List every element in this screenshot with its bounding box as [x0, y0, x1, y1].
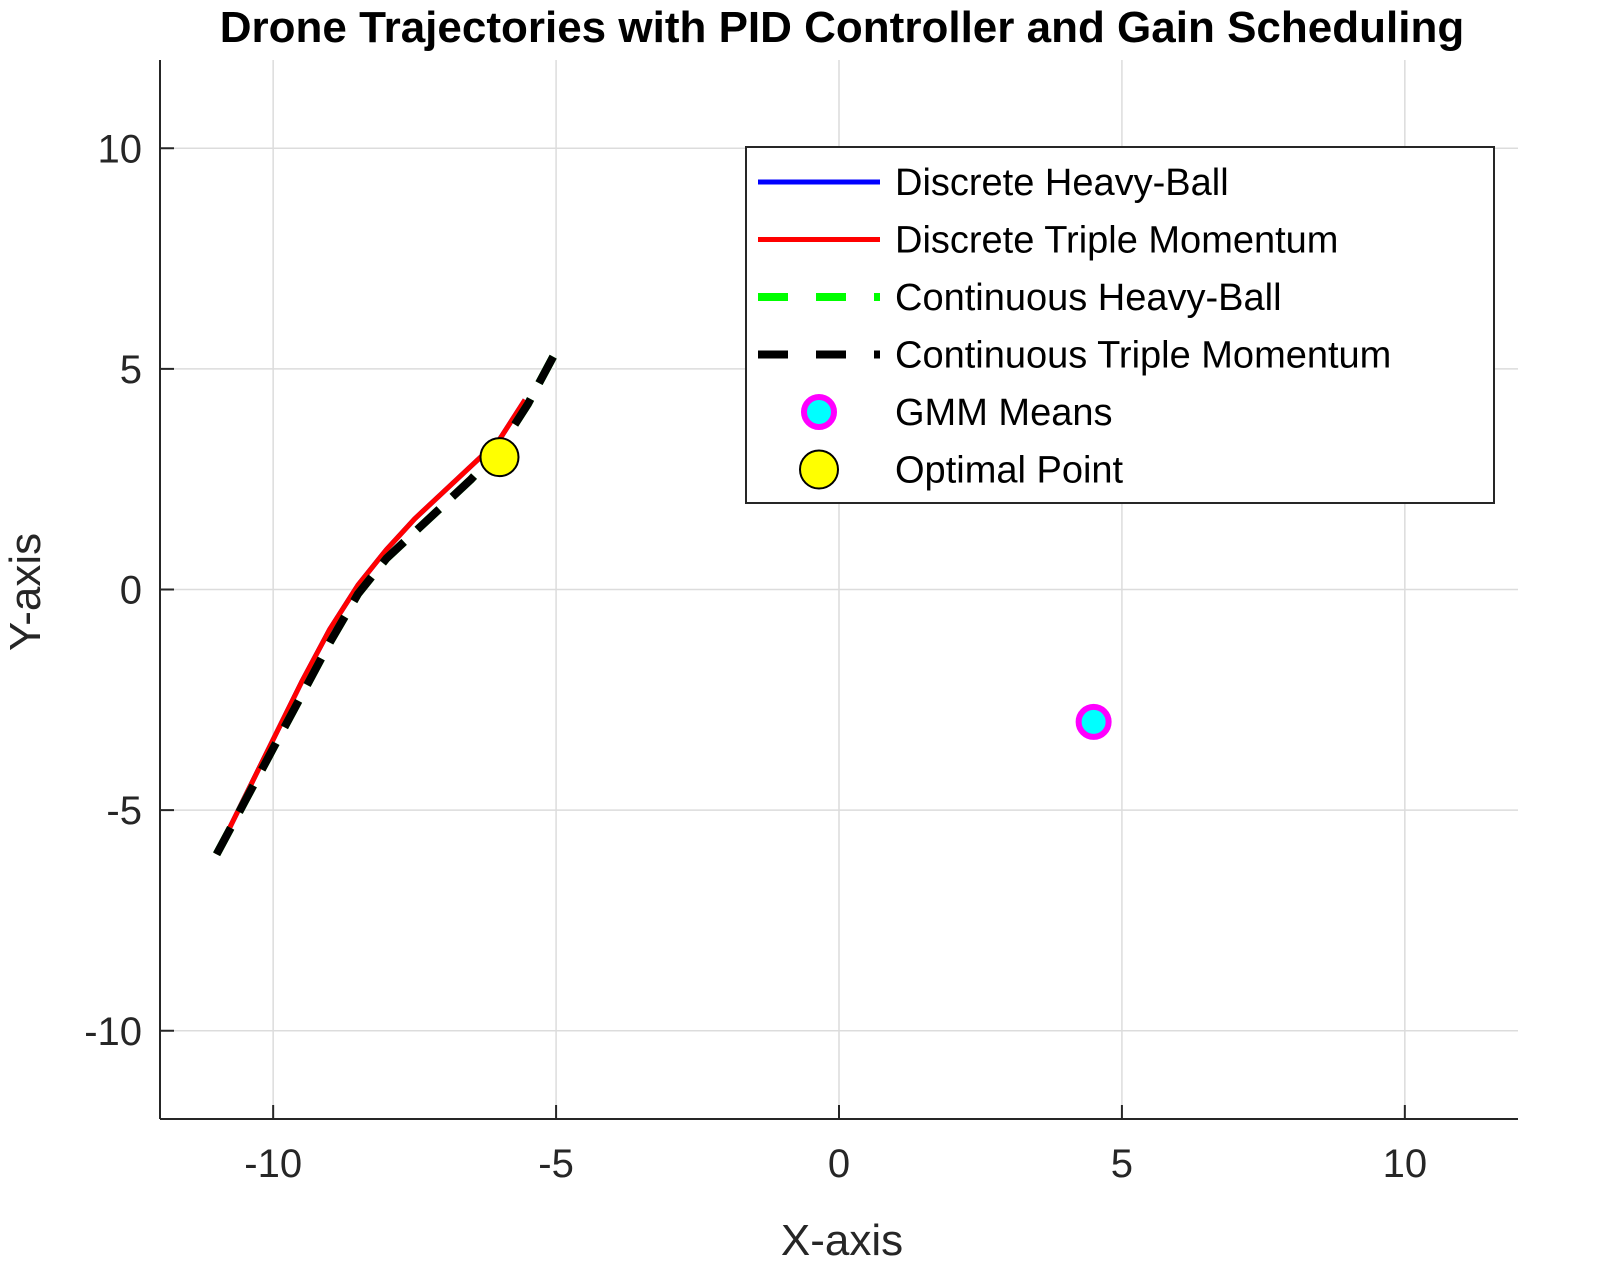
series-line-discrete-triple-momentum — [214, 398, 528, 856]
x-tick-label: 0 — [828, 1142, 850, 1186]
legend-swatch-gmm-means — [801, 394, 837, 430]
legend-swatch-optimal-point — [799, 449, 839, 490]
x-tick-label: -5 — [538, 1142, 574, 1186]
legend-label-continuous-triple-momentum: Continuous Triple Momentum — [895, 335, 1391, 377]
x-axis-label: X-axis — [781, 1216, 903, 1263]
legend-label-gmm-means: GMM Means — [895, 392, 1112, 434]
chart-title: Drone Trajectories with PID Controller a… — [220, 3, 1464, 52]
y-tick-label: 5 — [120, 348, 142, 392]
y-tick-label: 0 — [120, 569, 142, 613]
x-tick-label: 10 — [1383, 1142, 1428, 1186]
marker-optimal-point — [479, 437, 520, 478]
marker-layer — [479, 437, 1112, 740]
legend-box — [745, 146, 1495, 504]
y-tick-label: -5 — [106, 789, 142, 833]
legend-label-optimal-point: Optimal Point — [895, 450, 1124, 492]
x-tick-label: -10 — [244, 1142, 302, 1186]
series-line-discrete-heavy-ball — [214, 398, 528, 856]
legend: Discrete Heavy-Ball Discrete Triple Momen… — [745, 146, 1495, 504]
y-tick-label: 10 — [98, 127, 143, 171]
marker-gmm-means — [1075, 703, 1112, 740]
y-tick-label: -10 — [84, 1010, 142, 1054]
legend-label-continuous-heavy-ball: Continuous Heavy-Ball — [895, 277, 1282, 319]
legend-label-discrete-triple-momentum: Discrete Triple Momentum — [895, 220, 1338, 262]
y-axis-label: Y-axis — [1, 533, 50, 651]
legend-label-discrete-heavy-ball: Discrete Heavy-Ball — [895, 162, 1229, 204]
series-layer — [213, 349, 560, 857]
x-tick-label: 5 — [1111, 1142, 1133, 1186]
axis-layer: -10 -5 0 5 10 -10 -5 0 5 10 — [84, 60, 1518, 1186]
